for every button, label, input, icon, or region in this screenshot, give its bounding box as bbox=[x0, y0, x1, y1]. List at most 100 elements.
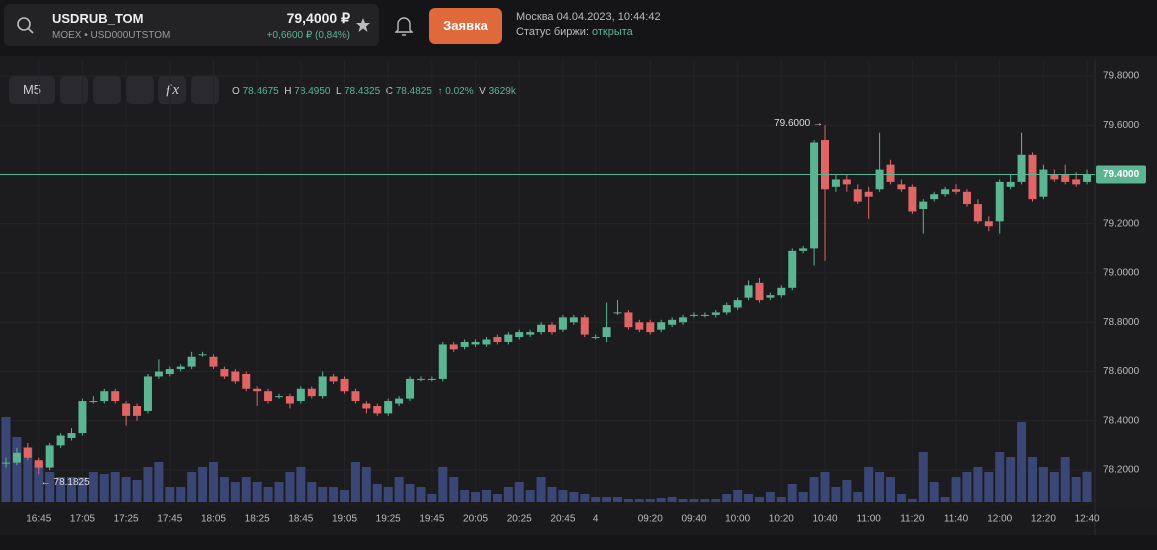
candle-body bbox=[427, 378, 436, 380]
volume-bar bbox=[198, 467, 208, 502]
candle-body bbox=[438, 344, 447, 379]
price-tag-label: 79.4000 bbox=[1103, 169, 1140, 180]
candle-body bbox=[253, 388, 262, 392]
bottom-strip bbox=[0, 535, 1157, 550]
candle-body bbox=[831, 179, 840, 187]
candle-body bbox=[886, 164, 895, 182]
volume-bar bbox=[405, 484, 415, 502]
candle-body bbox=[143, 376, 152, 411]
bell-icon[interactable] bbox=[395, 16, 413, 36]
instrument-box[interactable]: USDRUB_TOM MOEX • USD000UTSTOM 79,4000 ₽… bbox=[4, 4, 379, 46]
candle-body bbox=[1072, 179, 1081, 185]
volume-bar bbox=[481, 490, 491, 502]
candle-body bbox=[558, 317, 567, 330]
candle-body bbox=[635, 322, 644, 330]
status: Статус биржи: открыта bbox=[516, 26, 633, 38]
ohlc-value: 78.4950 bbox=[294, 86, 331, 97]
candle-body bbox=[624, 312, 633, 328]
candle-body bbox=[285, 396, 294, 404]
volume-bar bbox=[383, 487, 393, 502]
tool-button[interactable] bbox=[93, 76, 121, 104]
volume-bar bbox=[907, 499, 917, 502]
candle-body bbox=[755, 282, 764, 301]
candle-body bbox=[122, 403, 131, 416]
datetime: Москва 04.04.2023, 10:44:42 bbox=[516, 11, 661, 23]
volume-bar bbox=[176, 487, 186, 502]
volume-bar bbox=[350, 462, 360, 502]
star-icon[interactable] bbox=[356, 18, 370, 32]
volume-bar bbox=[1006, 457, 1016, 502]
candle-body bbox=[1006, 181, 1015, 187]
candle-body bbox=[231, 371, 240, 382]
volume-bar bbox=[1071, 477, 1081, 502]
tool-button[interactable] bbox=[191, 76, 219, 104]
volume-bar bbox=[67, 477, 77, 502]
tool-button[interactable] bbox=[60, 76, 88, 104]
status-value: открыта bbox=[592, 26, 633, 38]
x-tick-label: 17:45 bbox=[157, 514, 182, 525]
volume-bar bbox=[765, 492, 775, 502]
volume-bar bbox=[809, 477, 819, 502]
volume-bar bbox=[285, 472, 295, 502]
x-tick-label: 18:45 bbox=[288, 514, 313, 525]
candle-body bbox=[504, 334, 513, 342]
candle-body bbox=[930, 194, 939, 200]
volume-bar bbox=[645, 499, 655, 502]
candle-body bbox=[810, 142, 819, 249]
candle-body bbox=[154, 371, 163, 377]
change: +0,6600 ₽ (0,84%) bbox=[266, 30, 350, 41]
x-tick-label: 19:25 bbox=[376, 514, 401, 525]
volume-bar bbox=[754, 497, 764, 502]
volume-bar bbox=[853, 492, 863, 502]
volume-bar bbox=[492, 494, 502, 502]
y-tick-label: 78.8000 bbox=[1103, 317, 1140, 328]
candle-body bbox=[78, 401, 87, 434]
order-button[interactable]: Заявка bbox=[429, 8, 502, 44]
candle-body bbox=[569, 317, 578, 323]
volume-bar bbox=[1060, 457, 1070, 502]
volume-bar bbox=[56, 477, 66, 502]
x-tick-label: 12:00 bbox=[987, 514, 1012, 525]
status-label: Статус биржи: bbox=[516, 26, 589, 38]
volume-key: V bbox=[479, 86, 486, 97]
x-tick-label: 16:45 bbox=[26, 514, 51, 525]
volume-bar bbox=[503, 487, 513, 502]
x-tick-label: 17:25 bbox=[114, 514, 139, 525]
candle-body bbox=[340, 378, 349, 392]
x-tick-label: 20:05 bbox=[463, 514, 488, 525]
candle-body bbox=[329, 376, 338, 382]
volume-bar bbox=[427, 494, 437, 502]
candle-body bbox=[646, 322, 655, 333]
candle-body bbox=[100, 391, 109, 402]
volume-bar bbox=[1049, 472, 1059, 502]
volume-bar bbox=[722, 494, 732, 502]
chart: 78.2000 78.4000 78.6000 78.8000 79.0000 79.20… bbox=[0, 60, 1157, 550]
candle-body bbox=[373, 406, 382, 414]
y-tick-label: 79.0000 bbox=[1103, 268, 1140, 279]
candle-body bbox=[56, 435, 65, 446]
x-tick-label: 17:05 bbox=[70, 514, 95, 525]
volume-bar bbox=[711, 499, 721, 502]
candle-body bbox=[384, 401, 393, 414]
candle-body bbox=[777, 287, 786, 296]
x-tick-label: 12:40 bbox=[1075, 514, 1100, 525]
volume-bar bbox=[514, 482, 524, 502]
search-icon[interactable] bbox=[16, 16, 34, 34]
fx-button[interactable]: ƒx bbox=[158, 76, 186, 104]
candle-body bbox=[307, 388, 316, 397]
y-tick-label: 78.4000 bbox=[1103, 415, 1140, 426]
ohlc-value: 78.4825 bbox=[395, 86, 432, 97]
volume-bar bbox=[1082, 471, 1092, 502]
x-tick-label: 18:25 bbox=[245, 514, 270, 525]
volume-value: 3629k bbox=[488, 86, 516, 97]
volume-bar bbox=[656, 498, 666, 502]
tool-button[interactable] bbox=[126, 76, 154, 104]
x-axis-band bbox=[0, 505, 1157, 535]
volume-bar bbox=[929, 482, 939, 502]
volume-bar bbox=[667, 497, 677, 502]
candle-body bbox=[952, 189, 961, 192]
volume-bar bbox=[744, 494, 754, 502]
top-bar: USDRUB_TOM MOEX • USD000UTSTOM 79,4000 ₽… bbox=[0, 0, 1157, 56]
interval-button[interactable]: M5 bbox=[9, 76, 55, 104]
volume-bar bbox=[700, 499, 710, 502]
